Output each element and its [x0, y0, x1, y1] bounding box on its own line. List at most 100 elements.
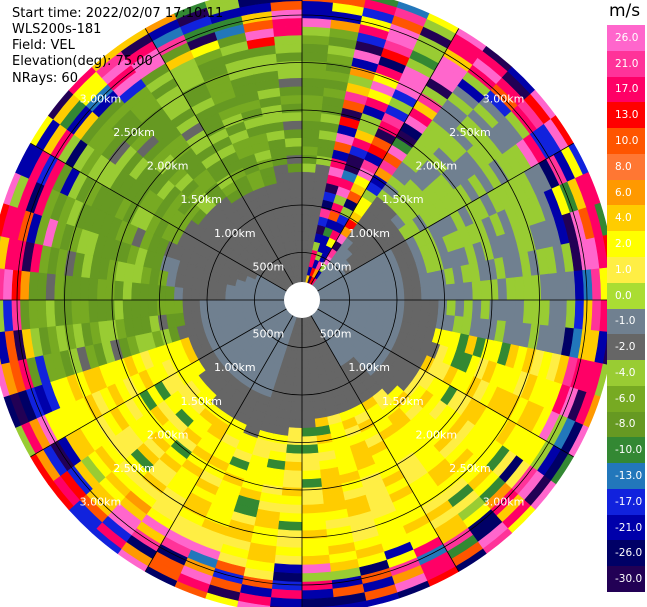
velocity-cell: [147, 299, 158, 317]
velocity-cell: [277, 520, 303, 532]
velocity-cell: [301, 60, 328, 71]
velocity-cell: [216, 307, 228, 319]
velocity-cell: [130, 281, 141, 301]
velocity-cell: [207, 299, 218, 311]
velocity-cell: [301, 34, 331, 46]
velocity-cell: [288, 171, 303, 182]
velocity-cell: [446, 299, 457, 317]
velocity-cell: [301, 503, 325, 515]
velocity-cell: [79, 276, 90, 301]
velocity-cell: [36, 299, 48, 329]
velocity-cell: [289, 179, 303, 190]
velocity-cell: [87, 277, 99, 301]
velocity-cell: [539, 299, 551, 327]
range-ring-label: 500m: [320, 328, 352, 341]
velocity-cell: [301, 188, 314, 199]
range-ring-label: 500m: [253, 328, 285, 341]
velocity-cell: [301, 384, 313, 395]
velocity-cell: [301, 85, 325, 97]
colorbar-tick-label: -4.0: [615, 366, 636, 379]
velocity-cell: [301, 588, 334, 600]
range-ring-label: 3.00km: [80, 496, 122, 509]
velocity-cell: [301, 222, 311, 233]
velocity-cell: [454, 282, 465, 301]
colorbar-tick-label: -26.0: [615, 547, 643, 560]
velocity-cell: [301, 537, 329, 549]
velocity-cell: [301, 376, 312, 386]
velocity-cell: [113, 280, 124, 301]
velocity-cell: [301, 444, 319, 455]
range-ring-label: 3.00km: [483, 92, 525, 105]
velocity-cell: [280, 94, 303, 105]
velocity-cell: [233, 292, 243, 301]
colorbar-tick-label: -17.0: [615, 495, 643, 508]
colorbar-tick-label: 4.0: [615, 212, 632, 225]
velocity-cell: [412, 287, 423, 301]
range-ring-label: 500m: [253, 260, 285, 273]
velocity-cell: [289, 410, 303, 421]
velocity-cell: [233, 299, 243, 308]
colorbar-segment: [607, 50, 645, 78]
azimuth-spoke: [301, 28, 460, 301]
colorbar-segment: [607, 153, 645, 181]
velocity-cell: [514, 299, 525, 324]
colorbar-segment: [607, 256, 645, 284]
velocity-cell: [378, 299, 388, 310]
azimuth-spoke: [144, 299, 303, 572]
velocity-cell: [301, 154, 318, 165]
range-ring-label: 1.50km: [382, 395, 424, 408]
colorbar-segment: [607, 179, 645, 206]
velocity-cell: [282, 120, 303, 131]
velocity-cell: [293, 222, 303, 233]
velocity-cell: [267, 299, 277, 304]
velocity-cell: [301, 520, 327, 532]
colorbar-tick-label: 10.0: [615, 134, 639, 147]
velocity-cell: [301, 486, 323, 497]
colorbar-segment: [607, 540, 645, 567]
velocity-cell: [386, 289, 397, 301]
velocity-cell: [278, 77, 303, 88]
velocity-cell: [291, 384, 303, 395]
colorbar-tick-label: 21.0: [615, 57, 639, 70]
velocity-cell: [446, 283, 457, 301]
velocity-cell: [181, 299, 192, 313]
velocity-cell: [122, 280, 133, 301]
velocity-cell: [287, 231, 297, 242]
velocity-cell: [301, 410, 315, 421]
velocity-cell: [283, 214, 295, 226]
velocity-cell: [19, 270, 31, 301]
velocity-cell: [548, 299, 559, 328]
velocity-cell: [36, 271, 48, 301]
colorbar-tick-label: 1.0: [615, 263, 632, 276]
velocity-cell: [488, 279, 499, 301]
colorbar-segment: [607, 411, 645, 438]
velocity-cell: [287, 427, 303, 438]
colorbar-tick-label: -8.0: [615, 418, 636, 431]
azimuth-spoke: [30, 142, 303, 301]
colorbar-tick-label: -10.0: [615, 444, 643, 457]
velocity-cell: [352, 293, 363, 301]
velocity-cell: [327, 296, 337, 301]
velocity-cell: [301, 8, 333, 20]
velocity-cell: [45, 299, 56, 328]
velocity-cell: [280, 495, 303, 506]
velocity-cell: [147, 283, 158, 301]
velocity-cell: [497, 278, 508, 301]
range-ring-label: 1.00km: [348, 361, 390, 374]
velocity-cell: [241, 299, 252, 307]
velocity-cell: [105, 279, 116, 301]
range-ring-label: 2.00km: [416, 160, 458, 173]
velocity-cell: [270, 588, 303, 600]
velocity-cell: [403, 288, 414, 301]
colorbar-tick-label: 6.0: [615, 186, 632, 199]
velocity-cell: [301, 435, 318, 446]
velocity-cell: [301, 452, 320, 463]
colorbar-segment: [607, 231, 645, 258]
velocity-cell: [225, 306, 236, 317]
velocity-cell: [301, 333, 307, 344]
colorbar-segment: [607, 463, 645, 490]
start-time-label: Start time: 2022/02/07 17:10:11: [12, 6, 224, 21]
velocity-cell: [293, 367, 303, 378]
colorbar-tick-label: 26.0: [615, 31, 639, 44]
velocity-cell: [292, 376, 303, 386]
